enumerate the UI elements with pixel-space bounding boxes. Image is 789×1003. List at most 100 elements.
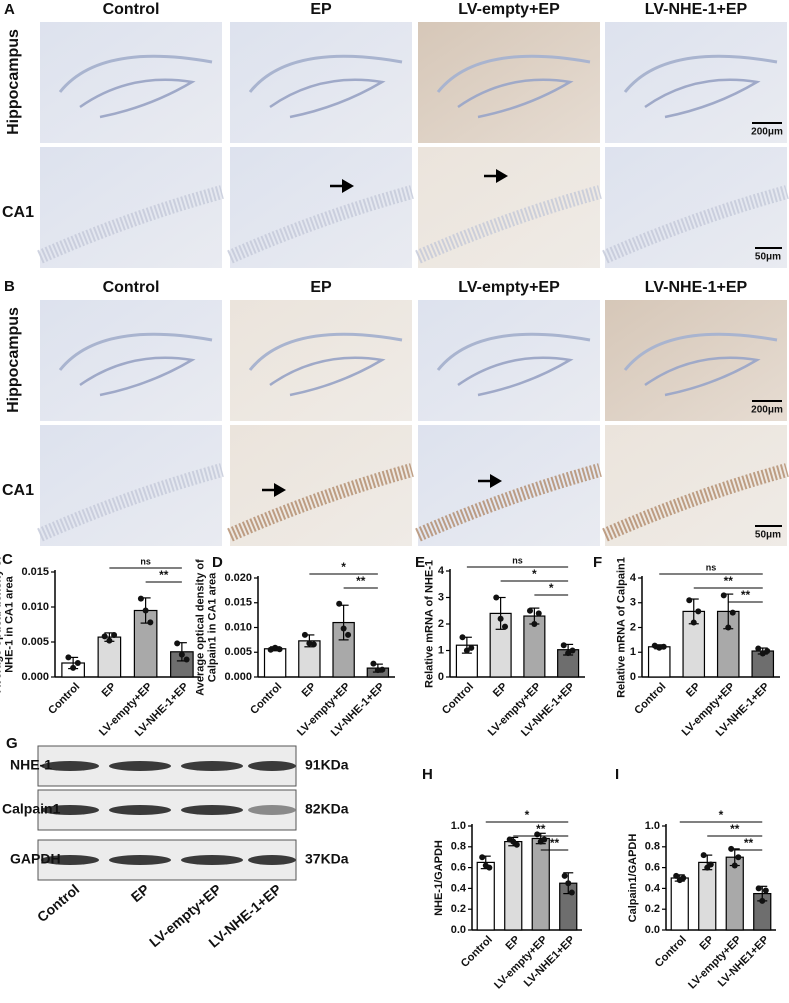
cell-layer — [602, 463, 789, 542]
data-point — [301, 631, 308, 638]
x-tick-label: Control — [46, 681, 82, 717]
blot-band — [109, 761, 171, 771]
y-tick-label: 0 — [438, 671, 444, 683]
row-label: Hippocampus — [5, 29, 22, 135]
data-point — [526, 607, 533, 614]
data-point — [345, 631, 352, 638]
y-tick-label: 3 — [630, 597, 636, 609]
x-tick-label: EP — [698, 934, 717, 953]
data-point — [720, 592, 727, 599]
bar — [476, 861, 495, 931]
significance-label: * — [532, 567, 537, 581]
y-tick-label: 0.6 — [645, 862, 660, 874]
y-tick-label: 1 — [438, 644, 444, 656]
panel-letter: F — [593, 554, 602, 571]
data-point — [565, 880, 572, 887]
data-point — [493, 594, 500, 601]
size-label: 37KDa — [305, 851, 349, 867]
blot-band — [248, 855, 296, 865]
data-point — [755, 885, 762, 892]
data-point — [680, 875, 687, 881]
tissue-layer — [269, 78, 386, 119]
significance-label: ns — [512, 555, 523, 565]
micrograph — [418, 425, 600, 546]
scale-label: 50μm — [755, 530, 781, 541]
data-point — [759, 897, 766, 904]
blot-band — [41, 805, 99, 815]
significance-label: * — [719, 808, 724, 822]
y-tick-label: 0.0 — [645, 924, 660, 936]
column-header: EP — [310, 1, 332, 18]
bar — [647, 646, 671, 678]
cell-layer — [415, 185, 602, 264]
column-header: LV-NHE-1+EP — [645, 279, 748, 296]
data-point — [147, 619, 154, 626]
protein-label: GAPDH — [10, 851, 61, 867]
y-tick-label: 0.000 — [21, 671, 49, 683]
y-tick-label: 0.015 — [21, 566, 49, 578]
data-point — [310, 641, 317, 648]
x-tick-label: EP — [684, 681, 703, 700]
data-point — [531, 621, 538, 627]
panel-letter: A — [4, 1, 15, 18]
x-tick-label: EP — [300, 681, 319, 700]
tissue-layer — [644, 78, 761, 119]
y-tick-label: 0.020 — [224, 572, 252, 584]
row-label: Hippocampus — [5, 307, 22, 413]
tissue-layer — [79, 78, 196, 119]
data-point — [686, 597, 693, 604]
significance-label: * — [525, 808, 530, 822]
micrograph — [230, 425, 412, 546]
y-tick-label: 0.4 — [451, 882, 467, 894]
tissue-layer — [248, 332, 403, 371]
tissue-layer — [457, 356, 574, 397]
blot-band — [41, 761, 99, 771]
data-point — [568, 889, 575, 896]
data-point — [565, 650, 572, 657]
row-label: CA1 — [2, 204, 34, 221]
bar — [698, 861, 717, 931]
data-point — [695, 608, 702, 615]
y-tick-label: 2 — [438, 618, 444, 630]
data-point — [459, 634, 466, 641]
panel-letter: E — [415, 554, 425, 571]
tissue-layer — [623, 332, 778, 371]
blot-band — [248, 805, 296, 815]
cell-layer — [37, 185, 224, 264]
x-tick-label: EP — [504, 934, 523, 953]
significance-label: ** — [744, 836, 754, 850]
data-point — [513, 841, 520, 848]
data-point — [340, 625, 347, 632]
column-header: LV-NHE-1+EP — [645, 1, 748, 18]
scale-label: 200μm — [751, 405, 783, 416]
y-axis-label: Relative mRNA of Calpain1 — [616, 557, 628, 698]
data-point — [370, 660, 377, 667]
y-axis-label: NHE-1 in CA1 area — [3, 575, 15, 672]
data-point — [379, 666, 386, 673]
tissue-layer — [248, 54, 403, 93]
arrow-head — [490, 474, 502, 488]
data-point — [137, 595, 144, 602]
data-point — [106, 637, 113, 644]
significance-label: ** — [536, 822, 546, 836]
arrow-head — [274, 483, 286, 497]
data-point — [74, 660, 81, 666]
y-axis-label: NHE-1/GAPDH — [433, 840, 445, 916]
tissue-layer — [58, 54, 213, 93]
blot-band — [181, 855, 243, 865]
data-point — [700, 852, 707, 859]
cell-layer — [602, 185, 789, 264]
panel-letter: H — [422, 766, 433, 783]
data-point — [463, 647, 470, 654]
cell-layer — [227, 185, 414, 264]
cell-layer — [227, 463, 414, 542]
data-point — [497, 615, 504, 622]
y-axis-label: Calpain1 in CA1 area — [206, 572, 218, 682]
lane-label: Control — [34, 881, 82, 925]
data-point — [735, 854, 742, 861]
significance-label: ns — [140, 556, 151, 566]
tissue-layer — [58, 332, 213, 371]
data-point — [336, 600, 343, 607]
data-point — [101, 633, 108, 640]
data-point — [764, 648, 771, 655]
